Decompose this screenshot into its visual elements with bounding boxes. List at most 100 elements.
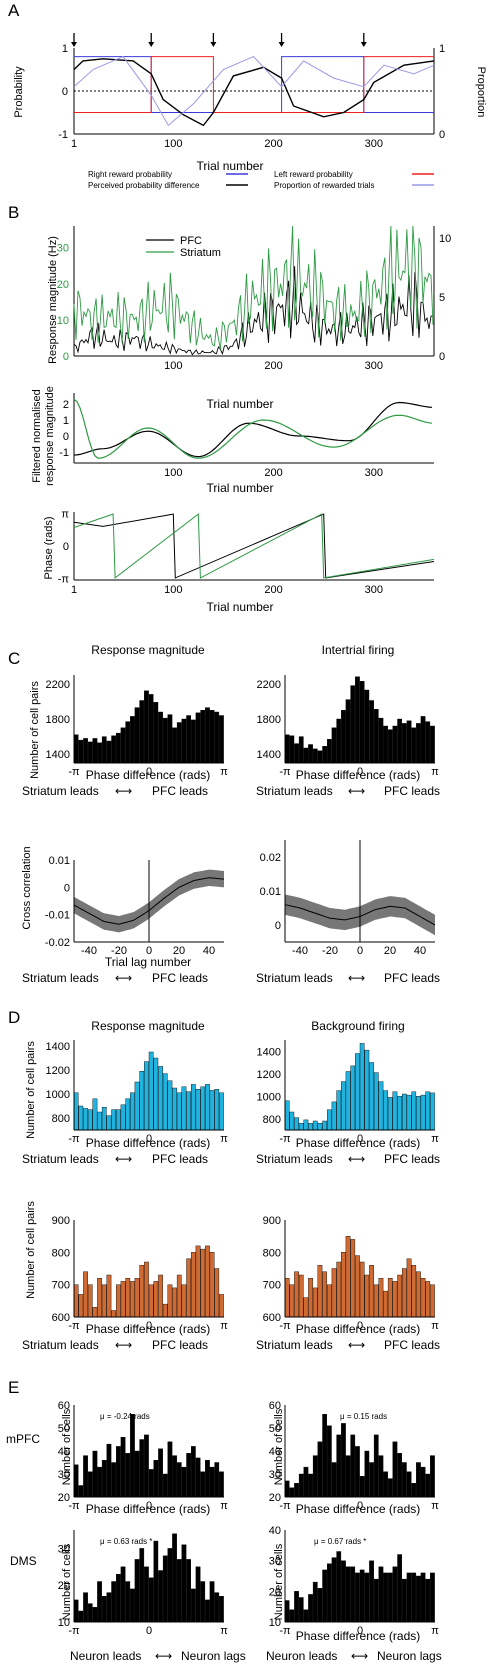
panel-a-legend-label: Perceived probability difference bbox=[88, 181, 200, 190]
panel-c-right-xcorr-xtick: -20 bbox=[322, 945, 338, 957]
panel-e-dms-right-hist-bar bbox=[308, 1594, 313, 1623]
panel-b-bottom-ytick: 0 bbox=[63, 541, 69, 553]
panel-e-dms-left-hist-bar bbox=[219, 1595, 224, 1623]
panel-d-top-right-hist-bar bbox=[416, 1096, 421, 1131]
panel-e-dms-right-hist-bar bbox=[373, 1578, 379, 1623]
panel-e-mpfc-left-hist-bar bbox=[195, 1457, 201, 1498]
panel-d-bottom-right-xlabel: Phase difference (rads) bbox=[296, 1322, 421, 1336]
panel-c-hist-ylabel: Number of cell pairs bbox=[29, 681, 41, 779]
panel-d-bottom-right-hist-bar bbox=[373, 1284, 379, 1318]
panel-c-left-hist-bar bbox=[167, 714, 173, 764]
panel-e-mpfc-right-hist-bar bbox=[331, 1462, 337, 1498]
panel-e-mpfc-left-hist-bar bbox=[214, 1462, 220, 1498]
panel-c-right-hist-bar bbox=[425, 721, 431, 764]
panel-d-bottom-right-hist-bar bbox=[289, 1284, 295, 1318]
panel-c-right-hist-bar bbox=[359, 681, 365, 764]
panel-c-right-hist-bar bbox=[331, 727, 337, 764]
panel-e-mpfc-left-hist-bar bbox=[78, 1485, 84, 1498]
panel-c-left-hist-bar bbox=[78, 739, 84, 764]
panel-d-bottom-left-arrow: ⟷ bbox=[115, 1338, 132, 1352]
panel-d-top-left-hist-bar bbox=[78, 1105, 84, 1131]
panel-e-dms-right-hist-bar bbox=[322, 1569, 328, 1623]
panel-c-left-hist-bar bbox=[214, 711, 220, 764]
panel-c-right-hist-bar bbox=[416, 723, 421, 764]
panel-e-dms-left-hist-bar bbox=[190, 1588, 196, 1623]
panel-c-left-hist-bar bbox=[200, 710, 206, 764]
panel-e-dms-left-hist-bar bbox=[92, 1607, 98, 1623]
panel-e-mpfc-right-hist-bar bbox=[350, 1434, 356, 1498]
panel-e-mpfc-left-hist-bar bbox=[148, 1469, 154, 1498]
panel-b-filtered-plot: -1 0 1 2 100 200 300 bbox=[59, 393, 434, 479]
panel-d-top-right-hist-bar bbox=[350, 1065, 356, 1131]
panel-a-arrowhead bbox=[148, 42, 155, 47]
panel-c-left-hist-xtick: 0 bbox=[146, 766, 152, 778]
panel-d-bottom-right-hist-bar bbox=[430, 1284, 435, 1318]
panel-d-bottom-right-hist-ytick: 800 bbox=[263, 1247, 281, 1259]
panel-c-left-hist-bar bbox=[125, 721, 131, 764]
panel-e-mpfc-left-hist-bar bbox=[73, 1464, 79, 1498]
panel-c-right-striatum-leads: Striatum leads bbox=[256, 784, 333, 798]
panel-c-right-hist-bar bbox=[430, 725, 435, 764]
panel-d-bottom-right-hist-bar bbox=[406, 1258, 412, 1318]
panel-e-mpfc-right-hist-bar bbox=[341, 1423, 346, 1498]
panel-a-xtick: 1 bbox=[71, 138, 77, 150]
panel-c-right-hist-bar bbox=[312, 748, 318, 764]
panel-d-bottom-left-hist-bar bbox=[130, 1281, 135, 1318]
panel-e-dms-left-hist-bar bbox=[73, 1599, 79, 1623]
panel-d-bottom-right-hist-ytick: 900 bbox=[263, 1215, 281, 1227]
panel-d-left-title: Response magnitude bbox=[91, 1019, 205, 1033]
panel-d-top-right-hist-bar bbox=[373, 1072, 379, 1131]
panel-d-top-left-hist-bar bbox=[200, 1086, 206, 1131]
panel-d-top-right-pfc-leads: PFC leads bbox=[384, 1152, 440, 1166]
panel-e-annotation-2: μ = 0.15 rads bbox=[340, 1412, 387, 1421]
panel-e-mpfc-left-hist-bar bbox=[158, 1448, 163, 1498]
panel-b-top-series-1 bbox=[73, 225, 434, 350]
panel-e-dms-left-hist-bar bbox=[200, 1581, 206, 1623]
panel-c-right-hist-bar bbox=[298, 736, 304, 764]
panel-d-top-left-hist-ytick: 1200 bbox=[46, 1065, 70, 1077]
panel-d-bottom-left-hist-bar bbox=[101, 1284, 107, 1318]
panel-e-mpfc-left-hist-bar bbox=[97, 1466, 102, 1498]
panel-e-mpfc-left-hist-bar bbox=[139, 1439, 145, 1498]
panel-e-dms-right-hist-bar bbox=[284, 1600, 290, 1623]
panel-b-mid-ytick: 2 bbox=[63, 399, 69, 411]
panel-c-left-hist-bar bbox=[139, 700, 145, 764]
panel-c-left-hist-bar bbox=[195, 712, 201, 764]
panel-e-mpfc-right-hist-bar bbox=[303, 1466, 309, 1498]
panel-d-bottom-ylabel: Number of cell pairs bbox=[25, 1201, 37, 1299]
panel-e-mpfc-right-hist-ytick: 50 bbox=[269, 1423, 281, 1435]
panel-e-mpfc-right-hist-bar bbox=[327, 1425, 332, 1498]
panel-e-mpfc-right-hist-bar bbox=[392, 1441, 398, 1498]
panel-d-top-left-hist-bar bbox=[134, 1081, 140, 1131]
panel-e-dms-left-hist-bar bbox=[195, 1566, 201, 1623]
panel-e-mpfc-right-hist-xtick: -π bbox=[279, 1500, 291, 1512]
panel-d-top-left-hist-bar bbox=[205, 1084, 210, 1131]
panel-c-left-pfc-leads: PFC leads bbox=[152, 784, 208, 798]
panel-a-arrowhead bbox=[71, 42, 77, 47]
panel-d-bottom-left-hist-bar bbox=[200, 1248, 206, 1318]
panel-c-left-hist-bar bbox=[111, 735, 117, 764]
panel-d-bottom-right-pfc-leads: PFC leads bbox=[384, 1338, 440, 1352]
panel-e-dms-left-hist-bar bbox=[134, 1559, 140, 1623]
panel-c-left-hist-bar bbox=[153, 702, 159, 764]
panel-d-bottom-left-hist-bar bbox=[209, 1252, 215, 1318]
panel-d-bottom-right-hist-bar bbox=[411, 1265, 417, 1318]
panel-d-bottom-left-hist-bar bbox=[167, 1284, 173, 1318]
panel-d-top-left-hist-xtick: π bbox=[220, 1133, 228, 1145]
panel-letter-d: D bbox=[8, 1008, 20, 1027]
panel-e-dms-right-hist-bar bbox=[387, 1572, 393, 1623]
panel-e-dms-right-hist-bar bbox=[298, 1597, 304, 1623]
panel-d-top-left-pfc-leads: PFC leads bbox=[152, 1152, 208, 1166]
panel-d-bottom-left-hist-bar bbox=[219, 1294, 224, 1318]
panel-d-bottom-left-pfc-leads: PFC leads bbox=[152, 1338, 208, 1352]
panel-d-bottom-right-hist-bar bbox=[331, 1268, 337, 1318]
panel-d-bottom-left-hist-xtick: 0 bbox=[146, 1320, 152, 1332]
panel-d-top-right-hist-bar bbox=[308, 1123, 313, 1131]
panel-e-dms-left-hist-bar bbox=[106, 1592, 112, 1623]
panel-b-bottom-xtick: 1 bbox=[71, 584, 77, 596]
panel-d-bottom-left-hist-xtick: -π bbox=[68, 1320, 80, 1332]
panel-e-dms-right-hist-bar bbox=[317, 1588, 323, 1623]
panel-c-right-hist-ytick: 2200 bbox=[257, 679, 281, 691]
panel-e-dms-left-hist-bar bbox=[181, 1544, 187, 1623]
panel-e-mpfc-left-histogram: 20 30 40 50 60 -π 0 π bbox=[58, 1400, 228, 1512]
